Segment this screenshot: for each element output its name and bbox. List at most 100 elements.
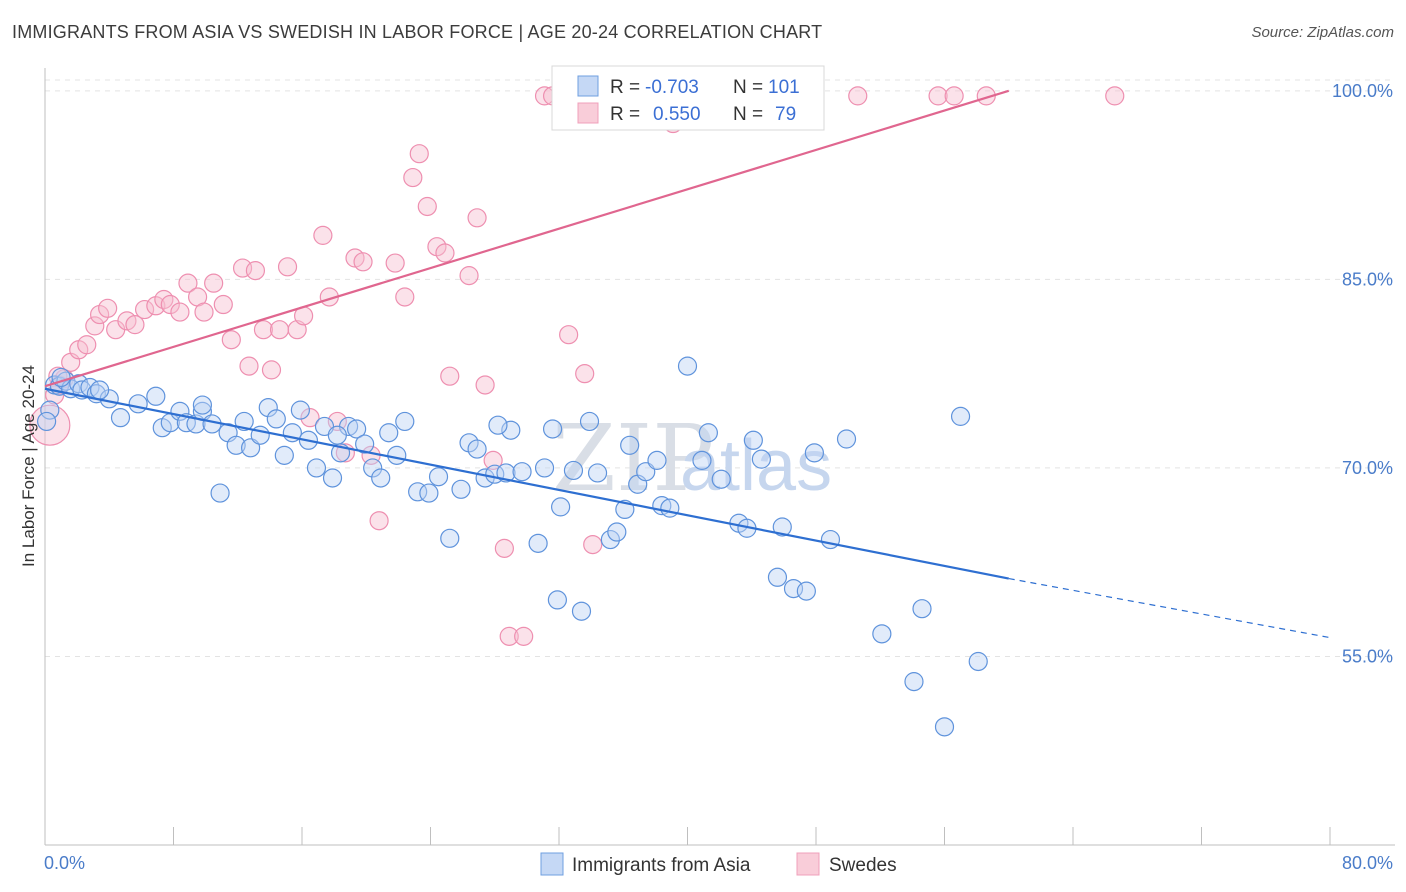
legend-n-value-2: 79	[775, 104, 796, 125]
asia-point-90	[904, 672, 924, 692]
swedes-point-33	[300, 408, 320, 428]
swedes-point-62	[583, 534, 603, 555]
swedes-point-41	[369, 511, 389, 531]
legend-swatch-swedes	[577, 102, 599, 124]
asia-point-11	[128, 394, 148, 414]
asia-point-65	[600, 529, 621, 550]
legend-r-value-1: -0.703	[645, 77, 699, 98]
swedes-point-45	[409, 144, 429, 164]
asia-point-38	[355, 434, 375, 454]
swedes-point-26	[245, 260, 266, 281]
swedes-point-46	[417, 196, 437, 217]
swedes-point-42	[385, 253, 405, 273]
legend-r-label-2: R =	[610, 104, 640, 125]
swedes-point-74	[928, 86, 948, 106]
swedes-point-34	[313, 225, 333, 245]
swedes-point-9	[98, 298, 118, 318]
asia-point-37	[347, 419, 367, 439]
asia-point-94	[968, 651, 988, 672]
asia-point-10	[110, 408, 131, 428]
swedes-point-16	[160, 294, 180, 315]
asia-point-81	[751, 449, 771, 469]
swedes-point-17	[170, 302, 190, 322]
swedes-point-77	[1105, 86, 1125, 106]
legend-n-label-1: N =	[733, 77, 763, 98]
swedes-point-61	[575, 364, 595, 384]
bottom-legend-swatch-asia	[540, 852, 564, 876]
asia-point-86	[804, 443, 824, 463]
legend: R = -0.703 N = 101 R = 0.550 N = 79	[551, 65, 825, 131]
asia-point-50	[467, 439, 487, 459]
asia-point-98	[192, 395, 213, 415]
swedes-point-44	[403, 167, 423, 188]
x-tick-label-1: 80.0%	[1342, 853, 1393, 873]
asia-point-56	[528, 533, 548, 553]
asia-point-57	[534, 458, 555, 478]
swedes-point-59	[559, 325, 579, 345]
swedes-point-56	[514, 626, 534, 646]
bottom-legend-asia: Immigrants from Asia	[572, 855, 751, 876]
asia-point-85	[796, 581, 816, 601]
swedes-point-39	[353, 252, 373, 272]
y-tick-labels: 55.0% 70.0% 85.0% 100.0%	[1332, 81, 1393, 667]
swedes-point-54	[494, 538, 514, 558]
swedes-point-29	[269, 320, 290, 340]
legend-r-value-2: 0.550	[653, 104, 701, 125]
asia-point-32	[306, 458, 327, 478]
swedes-point-20	[194, 302, 214, 322]
swedes-point-27	[253, 320, 274, 340]
asia-point-74	[677, 356, 698, 376]
asia-point-82	[767, 567, 788, 587]
legend-n-label-2: N =	[733, 104, 763, 125]
asia-point-75	[692, 450, 712, 470]
swedes-point-28	[261, 360, 282, 380]
swedes-point-55	[499, 626, 519, 646]
swedes-point-49	[440, 366, 460, 386]
asia-point-93	[950, 406, 971, 426]
asia-point-80	[743, 430, 763, 450]
asia-point-53	[496, 463, 516, 483]
asia-point-88	[836, 429, 857, 449]
asia-point-95	[37, 411, 57, 432]
swedes-point-50	[459, 266, 479, 286]
asia-point-27	[266, 409, 286, 429]
asia-point-47	[440, 528, 460, 548]
axes	[44, 68, 1395, 846]
swedes-point-7	[85, 316, 105, 336]
asia-point-34	[322, 468, 343, 488]
asia-point-59	[547, 590, 567, 610]
swedes-point-48	[435, 243, 455, 263]
source-label: Source: ZipAtlas.com	[1251, 24, 1394, 41]
swedes-point-30	[277, 257, 298, 277]
asia-point-40	[371, 468, 391, 488]
asia-point-63	[579, 411, 600, 432]
asia-point-45	[419, 483, 439, 503]
swedes-point-22	[213, 294, 233, 315]
swedes-point-51	[467, 208, 487, 228]
swedes-point-15	[154, 289, 174, 310]
asia-trend-extension	[1008, 577, 1331, 639]
asia-point-92	[934, 717, 955, 737]
swedes-point-73	[848, 86, 868, 106]
swedes-point-52	[475, 375, 495, 395]
asia-point-12	[146, 386, 166, 406]
asia-point-64	[587, 463, 608, 483]
swedes-point-36	[327, 411, 347, 432]
y-tick-label-1: 70.0%	[1342, 458, 1393, 478]
asia-point-41	[379, 423, 399, 443]
bottom-legend: Immigrants from Asia Swedes	[540, 852, 897, 876]
y-axis-label: In Labor Force | Age 20-24	[19, 365, 38, 567]
legend-swatch-asia	[577, 75, 599, 97]
asia-point-22	[226, 435, 246, 455]
swedes-point-25	[239, 356, 259, 376]
asia-point-68	[620, 435, 640, 455]
asia-point-61	[563, 460, 584, 481]
series-swedes	[29, 86, 1125, 646]
swedes-point-21	[204, 273, 224, 293]
asia-point-26	[258, 397, 278, 418]
swedes-point-75	[944, 86, 964, 106]
asia-point-39	[363, 458, 383, 478]
asia-point-58	[542, 419, 563, 439]
x-tick-label-0: 0.0%	[44, 853, 85, 873]
legend-r-label-1: R =	[610, 77, 640, 98]
